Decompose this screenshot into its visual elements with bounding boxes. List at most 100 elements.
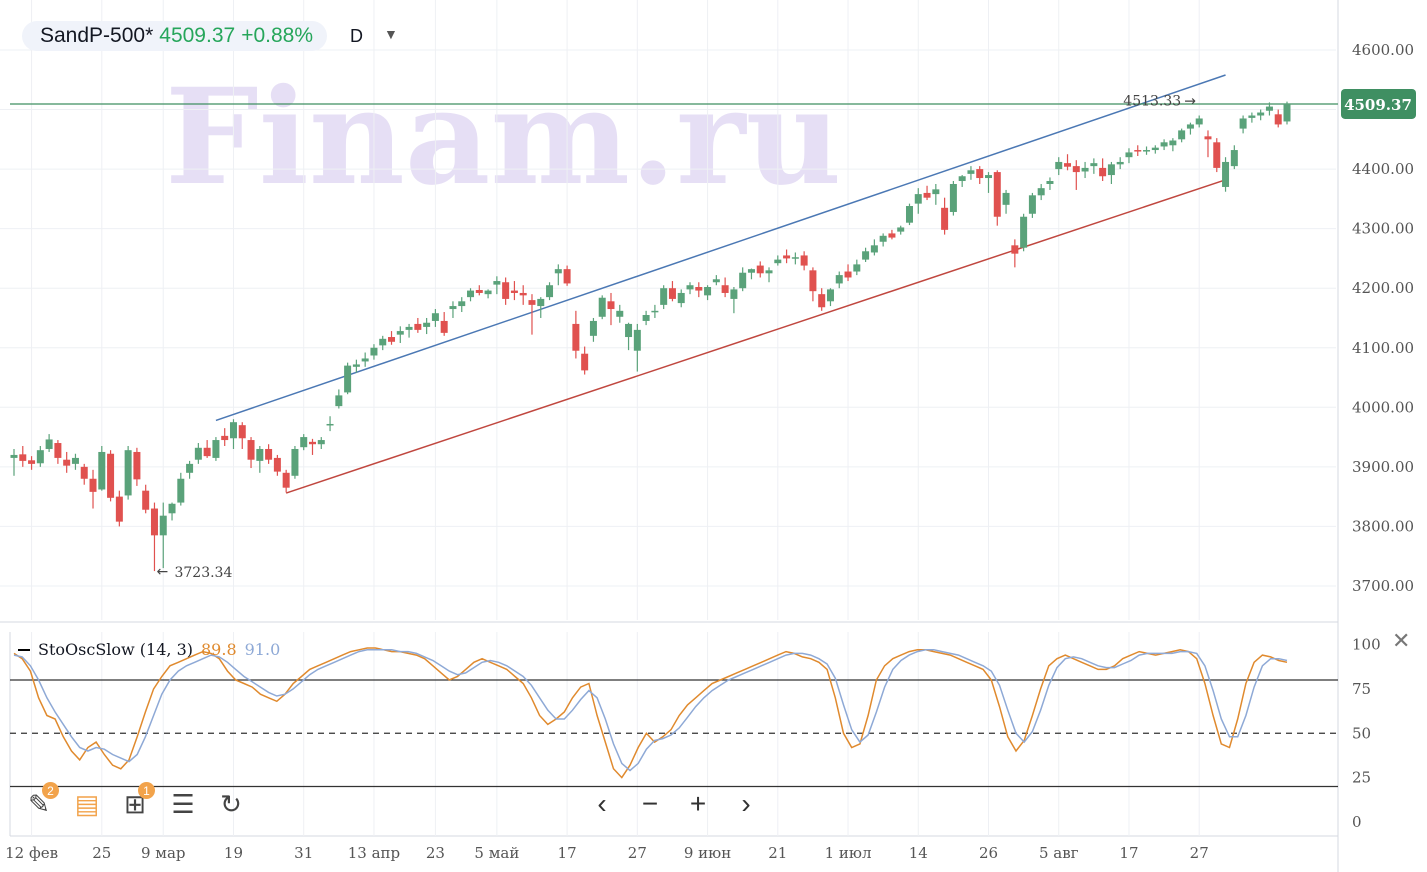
candle [63,451,71,473]
time-tick-label: 5 май [474,844,519,862]
symbol-price: 4509.37 [159,24,236,47]
candle-body [89,478,97,492]
candle [502,277,510,305]
candle-body [475,289,483,293]
candle [273,454,281,476]
candle [1002,189,1010,214]
candle [809,267,817,302]
candle [967,166,975,180]
candle-body [1020,216,1028,248]
price-axis[interactable]: 4600.00 4400.00 4300.00 4200.00 4100.00 4000.… [1341,41,1416,595]
candle-body [730,289,738,299]
candle-body [317,440,325,445]
channel-upper-line [215,74,1226,422]
candle [677,289,685,308]
candle-body [537,298,545,307]
zoom-out-icon[interactable]: − [641,788,659,819]
candle [1107,161,1115,184]
candle-body [1116,161,1124,165]
candle [1265,102,1273,116]
symbol-header[interactable]: SandP-500* 4509.37 +0.88% [22,21,327,51]
candle-body [853,264,861,272]
stoch-d-line [13,649,1288,772]
candle [756,261,764,278]
candle-body [1178,130,1186,140]
candle [862,247,870,262]
candle-body [528,300,536,305]
watermark-text: Finam.ru [165,60,842,215]
candle [510,281,518,301]
time-axis[interactable]: 12 фев 25 9 мар 19 31 13 апр 23 5 май 17 27 9 июн 2… [5,844,1209,862]
candle [1248,112,1256,123]
candle-body [1037,188,1045,196]
candle-body [721,285,729,293]
list-icon[interactable]: ▤ [74,788,100,819]
trend-channel[interactable] [10,74,1338,494]
candle [1283,101,1291,125]
symbol-name: SandP-500* [40,24,154,47]
candle [1134,145,1142,156]
candle [1195,115,1203,128]
caret-down-icon[interactable]: ▼ [384,26,398,42]
candle [721,277,729,298]
zoom-in-icon[interactable]: + [689,788,707,819]
candle-body [28,460,36,464]
candle [361,352,369,367]
candle-body [862,251,870,260]
candle-body [1222,161,1230,187]
candle-body [107,453,115,498]
candle [142,484,150,514]
candle-body [212,440,220,458]
candle-body [388,337,396,342]
candle [546,282,554,301]
candle-body [1090,163,1098,167]
candle [818,288,826,311]
settings-sliders-icon[interactable]: ☰ [171,788,195,819]
stochastic-axis: 100 75 50 25 0 [1352,636,1381,832]
interval-label[interactable]: D [350,26,363,46]
candle-body [361,358,369,362]
pencil-icon[interactable]: ✎ 2 [15,782,63,822]
candle-body [36,450,44,464]
candle-body [976,169,984,179]
chevron-left-icon[interactable]: ‹ [597,788,607,819]
candle-body [133,451,141,480]
candle [1055,157,1063,176]
candle-body [844,271,852,278]
time-tick-label: 25 [92,844,111,862]
candle-body [897,227,905,232]
time-tick-label: 14 [909,844,928,862]
add-indicator-icon[interactable]: ⊞ 1 [111,782,159,822]
candle-body [291,448,299,476]
candle [581,346,589,375]
candle [54,440,62,464]
candle-body [124,450,132,496]
candle-body [431,313,439,321]
candle [774,255,782,266]
bottom-toolbar: ✎ 2 ▤ ⊞ 1 ☰ ↻ [15,782,255,822]
stochastic-panel [10,647,1338,788]
close-icon[interactable]: ✕ [1392,628,1411,653]
candle-body [1046,181,1054,184]
candle [458,297,466,313]
candle [519,285,527,305]
candle-body [668,288,676,299]
candle-body [229,422,237,439]
time-tick-label: 17 [1119,844,1138,862]
candle [1160,139,1168,151]
candle [256,446,264,473]
chevron-right-icon[interactable]: › [741,788,751,819]
candles [10,101,1291,572]
candle [282,469,290,493]
candle [704,285,712,301]
candle-body [923,192,931,198]
indicator-k-value: 89.8 [201,640,237,659]
candle [45,434,53,452]
reset-icon[interactable]: ↻ [220,788,242,819]
time-tick-label: 17 [558,844,577,862]
candle-body [335,395,343,407]
candle-body [985,175,993,179]
candle-body [949,183,957,212]
candle [633,323,641,372]
